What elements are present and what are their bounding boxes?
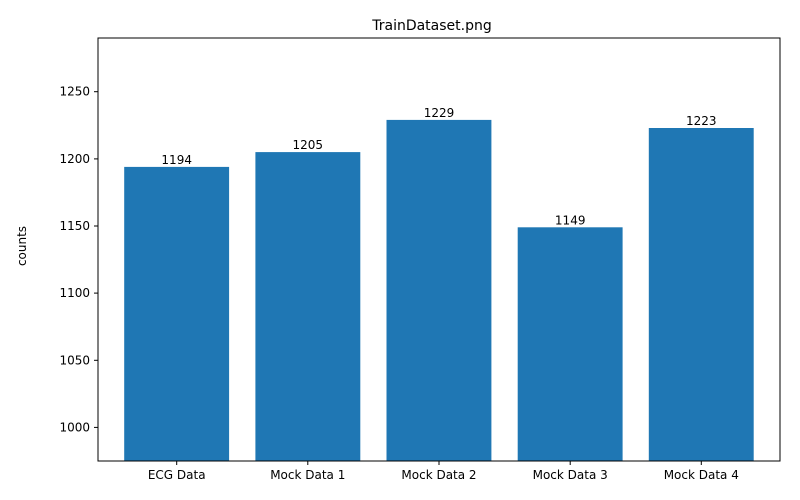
bar-1	[255, 152, 361, 461]
bars-group: 1194 1205 1229 1149 1223	[124, 106, 754, 462]
data-label-2: 1229	[424, 106, 455, 120]
x-tick-labels: ECG Data Mock Data 1 Mock Data 2 Mock Data …	[148, 461, 739, 482]
x-tick-label-0: ECG Data	[148, 468, 206, 482]
bar-0	[124, 166, 230, 461]
y-tick-label-4: 1200	[59, 152, 90, 166]
bar-3	[517, 227, 623, 461]
x-tick-label-4: Mock Data 4	[664, 468, 739, 482]
y-tick-label-5: 1250	[59, 85, 90, 99]
data-label-0: 1194	[161, 153, 192, 167]
x-tick-label-2: Mock Data 2	[401, 468, 476, 482]
bar-2	[386, 119, 492, 462]
x-tick-label-1: Mock Data 1	[270, 468, 345, 482]
y-tick-labels: 1000 1050 1100 1150 1200 1250	[59, 85, 98, 434]
y-tick-label-1: 1050	[59, 353, 90, 367]
data-label-3: 1149	[555, 213, 586, 227]
y-tick-label-3: 1150	[59, 219, 90, 233]
plot-frame	[97, 37, 781, 462]
data-label-1: 1205	[293, 138, 324, 152]
data-label-4: 1223	[686, 114, 717, 128]
y-tick-label-0: 1000	[59, 420, 90, 434]
chart-title: TrainDataset.png	[371, 18, 492, 34]
bar-4	[648, 128, 754, 461]
y-tick-label-2: 1100	[59, 286, 90, 300]
x-tick-label-3: Mock Data 3	[533, 468, 608, 482]
y-axis-label: counts	[15, 226, 29, 266]
